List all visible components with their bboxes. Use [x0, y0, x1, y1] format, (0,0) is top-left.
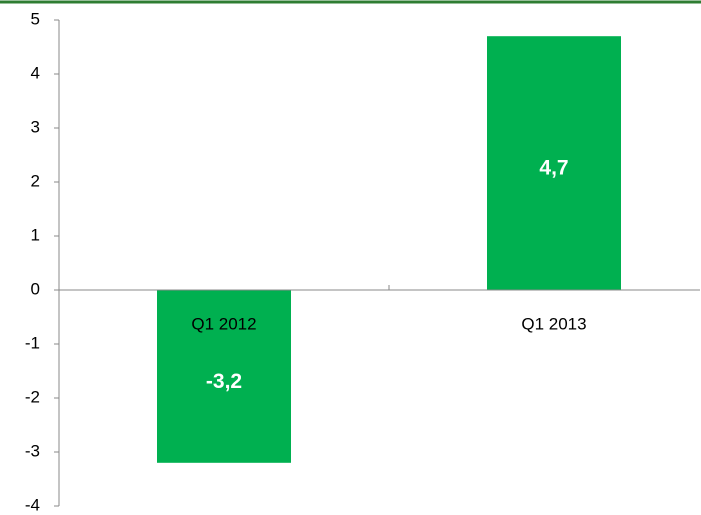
x-tick-label: Q1 2013 [521, 314, 586, 333]
y-tick-label: -3 [25, 441, 40, 460]
y-tick-label: 4 [31, 63, 40, 82]
value-label: -3,2 [206, 370, 242, 393]
bar [487, 36, 621, 291]
y-tick-label: 2 [31, 171, 40, 190]
y-tick-label: -1 [25, 333, 40, 352]
y-tick-label: 0 [31, 279, 40, 298]
x-tick-label: Q1 2012 [191, 314, 256, 333]
value-label: 4,7 [539, 157, 568, 180]
y-tick-label: 1 [31, 225, 40, 244]
y-tick-label: 5 [31, 9, 40, 28]
bar [157, 290, 291, 463]
y-tick-label: 3 [31, 117, 40, 136]
y-tick-label: -2 [25, 387, 40, 406]
y-tick-label: -4 [25, 495, 40, 514]
